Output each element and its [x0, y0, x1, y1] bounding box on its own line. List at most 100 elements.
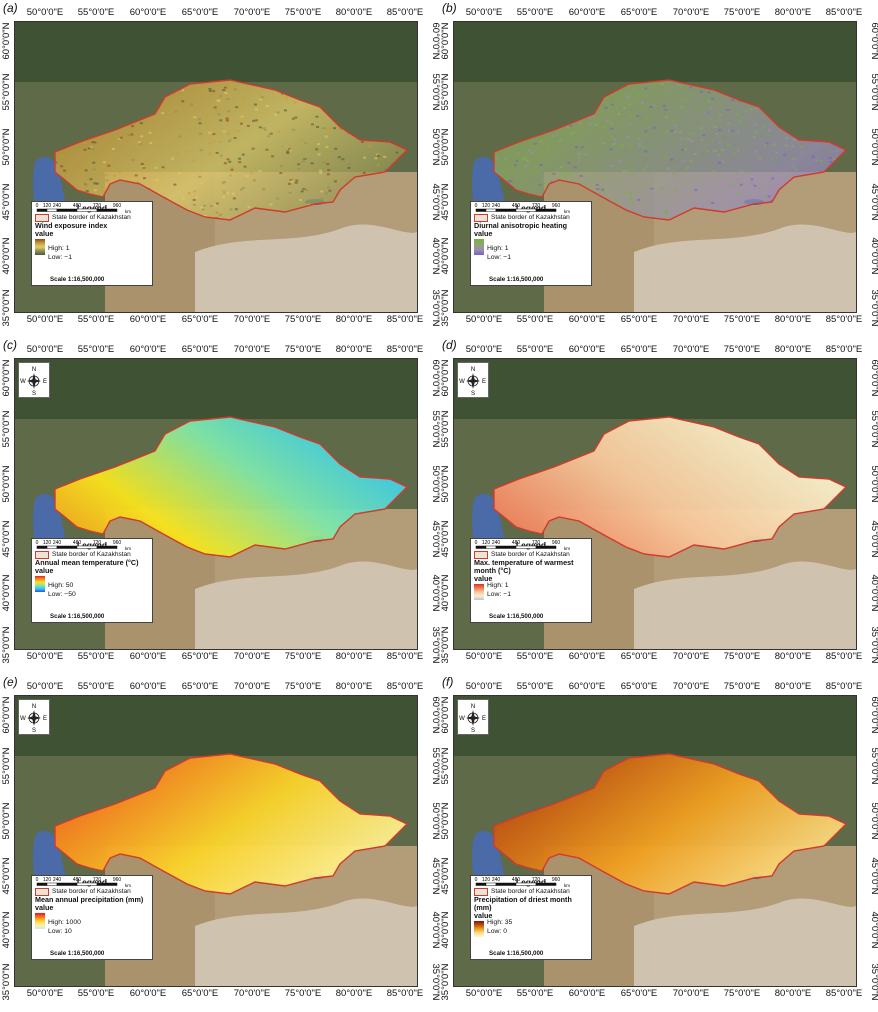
- latitude-label: 50°0'0"N: [1, 802, 12, 840]
- map-legend: Legend State border of Kazakhstan Wind e…: [31, 201, 153, 286]
- scale-bar-segment: [36, 882, 48, 886]
- scale-tick-label: 120: [43, 877, 52, 883]
- longitude-labels-top: 50°0'0"E 55°0'0"E 60°0'0"E 65°0'0"E 70°0'0"E…: [453, 7, 862, 19]
- scale-tick-label: 720: [532, 877, 541, 883]
- longitude-label: 80°0'0"E: [774, 651, 812, 662]
- scale-bar-segment: [495, 545, 517, 549]
- longitude-label: 50°0'0"E: [465, 681, 503, 692]
- legend-title: Legend: [515, 540, 547, 550]
- scale-bar-segment: [515, 545, 537, 549]
- longitude-label: 75°0'0"E: [284, 651, 322, 662]
- latitude-label: 55°0'0"N: [869, 747, 878, 785]
- longitude-label: 85°0'0"E: [825, 651, 863, 662]
- legend-title: Legend: [515, 203, 547, 213]
- longitude-label: 85°0'0"E: [386, 681, 424, 692]
- legend-variable-title: Annual mean temperature (°C) value: [35, 558, 139, 575]
- scale-tick-label: 240: [53, 540, 62, 546]
- map-frame: N S W E Legend State border of Kazakhsta…: [14, 695, 418, 987]
- latitude-label: 45°0'0"N: [869, 520, 878, 558]
- scale-text: Scale 1:16,500,000: [50, 613, 105, 620]
- border-symbol: [35, 550, 49, 559]
- scale-unit: km: [564, 546, 570, 551]
- scale-bar-segment: [495, 208, 517, 212]
- svg-text:E: E: [482, 379, 486, 385]
- latitude-label: 45°0'0"N: [1, 520, 12, 558]
- scale-text: Scale 1:16,500,000: [50, 950, 105, 957]
- latitude-label: 55°0'0"N: [440, 73, 451, 111]
- scale-tick-label: 720: [93, 877, 102, 883]
- scale-bar-segment: [56, 208, 78, 212]
- svg-text:E: E: [43, 379, 47, 385]
- longitude-label: 60°0'0"E: [568, 314, 606, 325]
- latitude-label: 50°0'0"N: [869, 128, 878, 166]
- longitude-label: 85°0'0"E: [825, 7, 863, 18]
- longitude-label: 65°0'0"E: [181, 651, 219, 662]
- longitude-label: 85°0'0"E: [386, 988, 424, 999]
- latitude-label: 60°0'0"N: [869, 359, 878, 397]
- scale-bar-segment: [485, 545, 497, 549]
- latitude-label: 60°0'0"N: [1, 696, 12, 734]
- latitude-labels-right: 60°0'0"N 55°0'0"N 50°0'0"N 45°0'0"N 40°0'0"N…: [418, 21, 441, 327]
- longitude-label: 60°0'0"E: [129, 7, 167, 18]
- legend-variable-title: Precipitation of driest month (mm) value: [474, 895, 572, 920]
- longitude-label: 55°0'0"E: [516, 7, 554, 18]
- svg-text:E: E: [43, 716, 47, 722]
- longitude-label: 50°0'0"E: [26, 988, 64, 999]
- scale-tick-label: 0: [36, 540, 39, 546]
- forest-north-band: [454, 22, 856, 82]
- latitude-label: 60°0'0"N: [440, 359, 451, 397]
- scale-unit: km: [125, 546, 131, 551]
- longitude-labels-bottom: 50°0'0"E 55°0'0"E 60°0'0"E 65°0'0"E 70°0'0"E…: [14, 988, 423, 1000]
- latitude-label: 35°0'0"N: [869, 963, 878, 1001]
- scale-tick-label: 720: [93, 540, 102, 546]
- north-arrow-compass-icon: N S W E: [18, 699, 50, 735]
- scale-unit: km: [125, 883, 131, 888]
- latitude-labels-left: 60°0'0"N 55°0'0"N 50°0'0"N 45°0'0"N 40°0'0"N…: [1, 358, 13, 664]
- longitude-label: 55°0'0"E: [516, 344, 554, 355]
- legend-high-value: High: 50: [48, 582, 74, 589]
- latitude-label: 60°0'0"N: [1, 22, 12, 60]
- longitude-label: 80°0'0"E: [335, 314, 373, 325]
- scale-bar-segment: [46, 208, 58, 212]
- longitude-label: 60°0'0"E: [568, 651, 606, 662]
- latitude-label: 55°0'0"N: [440, 410, 451, 448]
- longitude-label: 55°0'0"E: [77, 651, 115, 662]
- mountains-snow: [195, 898, 417, 986]
- scale-bar-segment: [475, 882, 487, 886]
- longitude-label: 60°0'0"E: [568, 681, 606, 692]
- scale-tick-label: 120: [482, 540, 491, 546]
- mountains-snow: [634, 224, 856, 312]
- latitude-label: 55°0'0"N: [869, 410, 878, 448]
- latitude-labels-left: 60°0'0"N 55°0'0"N 50°0'0"N 45°0'0"N 40°0'0"N…: [440, 695, 452, 1001]
- scale-tick-label: 480: [512, 203, 521, 209]
- longitude-label: 50°0'0"E: [465, 7, 503, 18]
- longitude-label: 75°0'0"E: [284, 344, 322, 355]
- border-label: State border of Kazakhstan: [491, 888, 570, 895]
- latitude-labels-right: 60°0'0"N 55°0'0"N 50°0'0"N 45°0'0"N 40°0'0"N…: [857, 358, 878, 664]
- longitude-label: 80°0'0"E: [774, 314, 812, 325]
- longitude-labels-bottom: 50°0'0"E 55°0'0"E 60°0'0"E 65°0'0"E 70°0'0"E…: [14, 651, 423, 663]
- scale-bar-segment: [535, 545, 557, 549]
- scale-tick-label: 960: [552, 540, 561, 546]
- kazakhstan-state-border: [493, 753, 848, 895]
- longitude-label: 80°0'0"E: [335, 988, 373, 999]
- longitude-label: 55°0'0"E: [516, 988, 554, 999]
- scale-bar-segment: [495, 882, 517, 886]
- latitude-label: 40°0'0"N: [1, 574, 12, 612]
- longitude-label: 80°0'0"E: [335, 681, 373, 692]
- latitude-label: 60°0'0"N: [440, 696, 451, 734]
- longitude-labels-top: 50°0'0"E 55°0'0"E 60°0'0"E 65°0'0"E 70°0'0"E…: [453, 681, 862, 693]
- legend-border-row: State border of Kazakhstan: [474, 550, 591, 559]
- svg-text:S: S: [471, 728, 475, 734]
- longitude-label: 50°0'0"E: [465, 314, 503, 325]
- map-frame: N S W E Legend State border of Kazakhsta…: [453, 358, 857, 650]
- longitude-label: 55°0'0"E: [77, 344, 115, 355]
- legend-color-ramp: [474, 239, 484, 255]
- legend-low-value: Low: 0: [487, 928, 508, 935]
- legend-border-row: State border of Kazakhstan: [474, 213, 591, 222]
- scale-tick-label: 720: [93, 203, 102, 209]
- longitude-label: 65°0'0"E: [181, 7, 219, 18]
- longitude-label: 75°0'0"E: [284, 7, 322, 18]
- map-legend: Legend State border of Kazakhstan Precip…: [470, 875, 592, 960]
- scale-tick-label: 480: [73, 877, 82, 883]
